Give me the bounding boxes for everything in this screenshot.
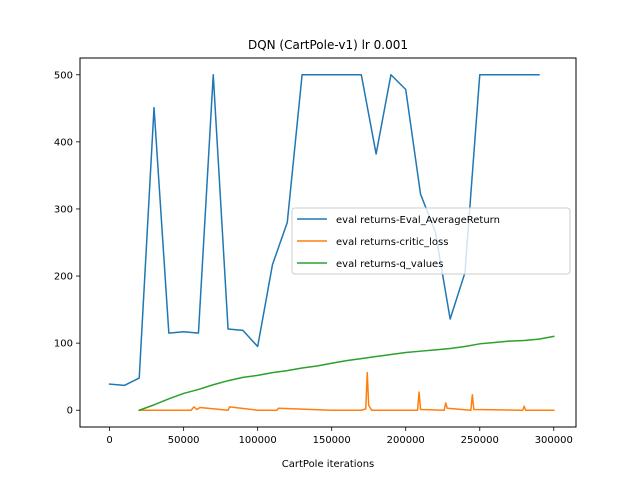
plot-frame (79, 57, 577, 428)
legend: eval returns-Eval_AverageReturn eval ret… (291, 207, 571, 275)
y-tick-label: 200 (54, 272, 73, 283)
series-line-q-values (138, 335, 555, 412)
series-line-critic-loss (138, 371, 555, 411)
y-tick-label: 500 (54, 70, 73, 81)
y-tick-label: 400 (54, 137, 73, 148)
x-axis-label: CartPole iterations (282, 459, 375, 470)
y-tick-label: 0 (67, 406, 73, 417)
x-tick-label: 250000 (461, 435, 499, 446)
x-tick-label: 50000 (168, 435, 200, 446)
legend-label-critic-loss: eval returns-critic_loss (336, 237, 448, 248)
chart-title: DQN (CartPole-v1) lr 0.001 (248, 38, 408, 52)
legend-label-q-values: eval returns-q_values (336, 259, 443, 270)
legend-box (291, 207, 571, 275)
y-tick-label: 300 (54, 204, 73, 215)
y-axis-ticks: 0 100 200 300 400 500 (54, 70, 80, 417)
x-tick-label: 0 (106, 435, 112, 446)
x-tick-label: 300000 (535, 435, 573, 446)
x-tick-label: 200000 (387, 435, 425, 446)
y-tick-label: 100 (54, 339, 73, 350)
x-axis-ticks: 0 50000 100000 150000 200000 250000 300000 (106, 427, 573, 446)
x-tick-label: 150000 (313, 435, 351, 446)
legend-label-eval-average-return: eval returns-Eval_AverageReturn (336, 215, 500, 226)
x-tick-label: 100000 (239, 435, 277, 446)
